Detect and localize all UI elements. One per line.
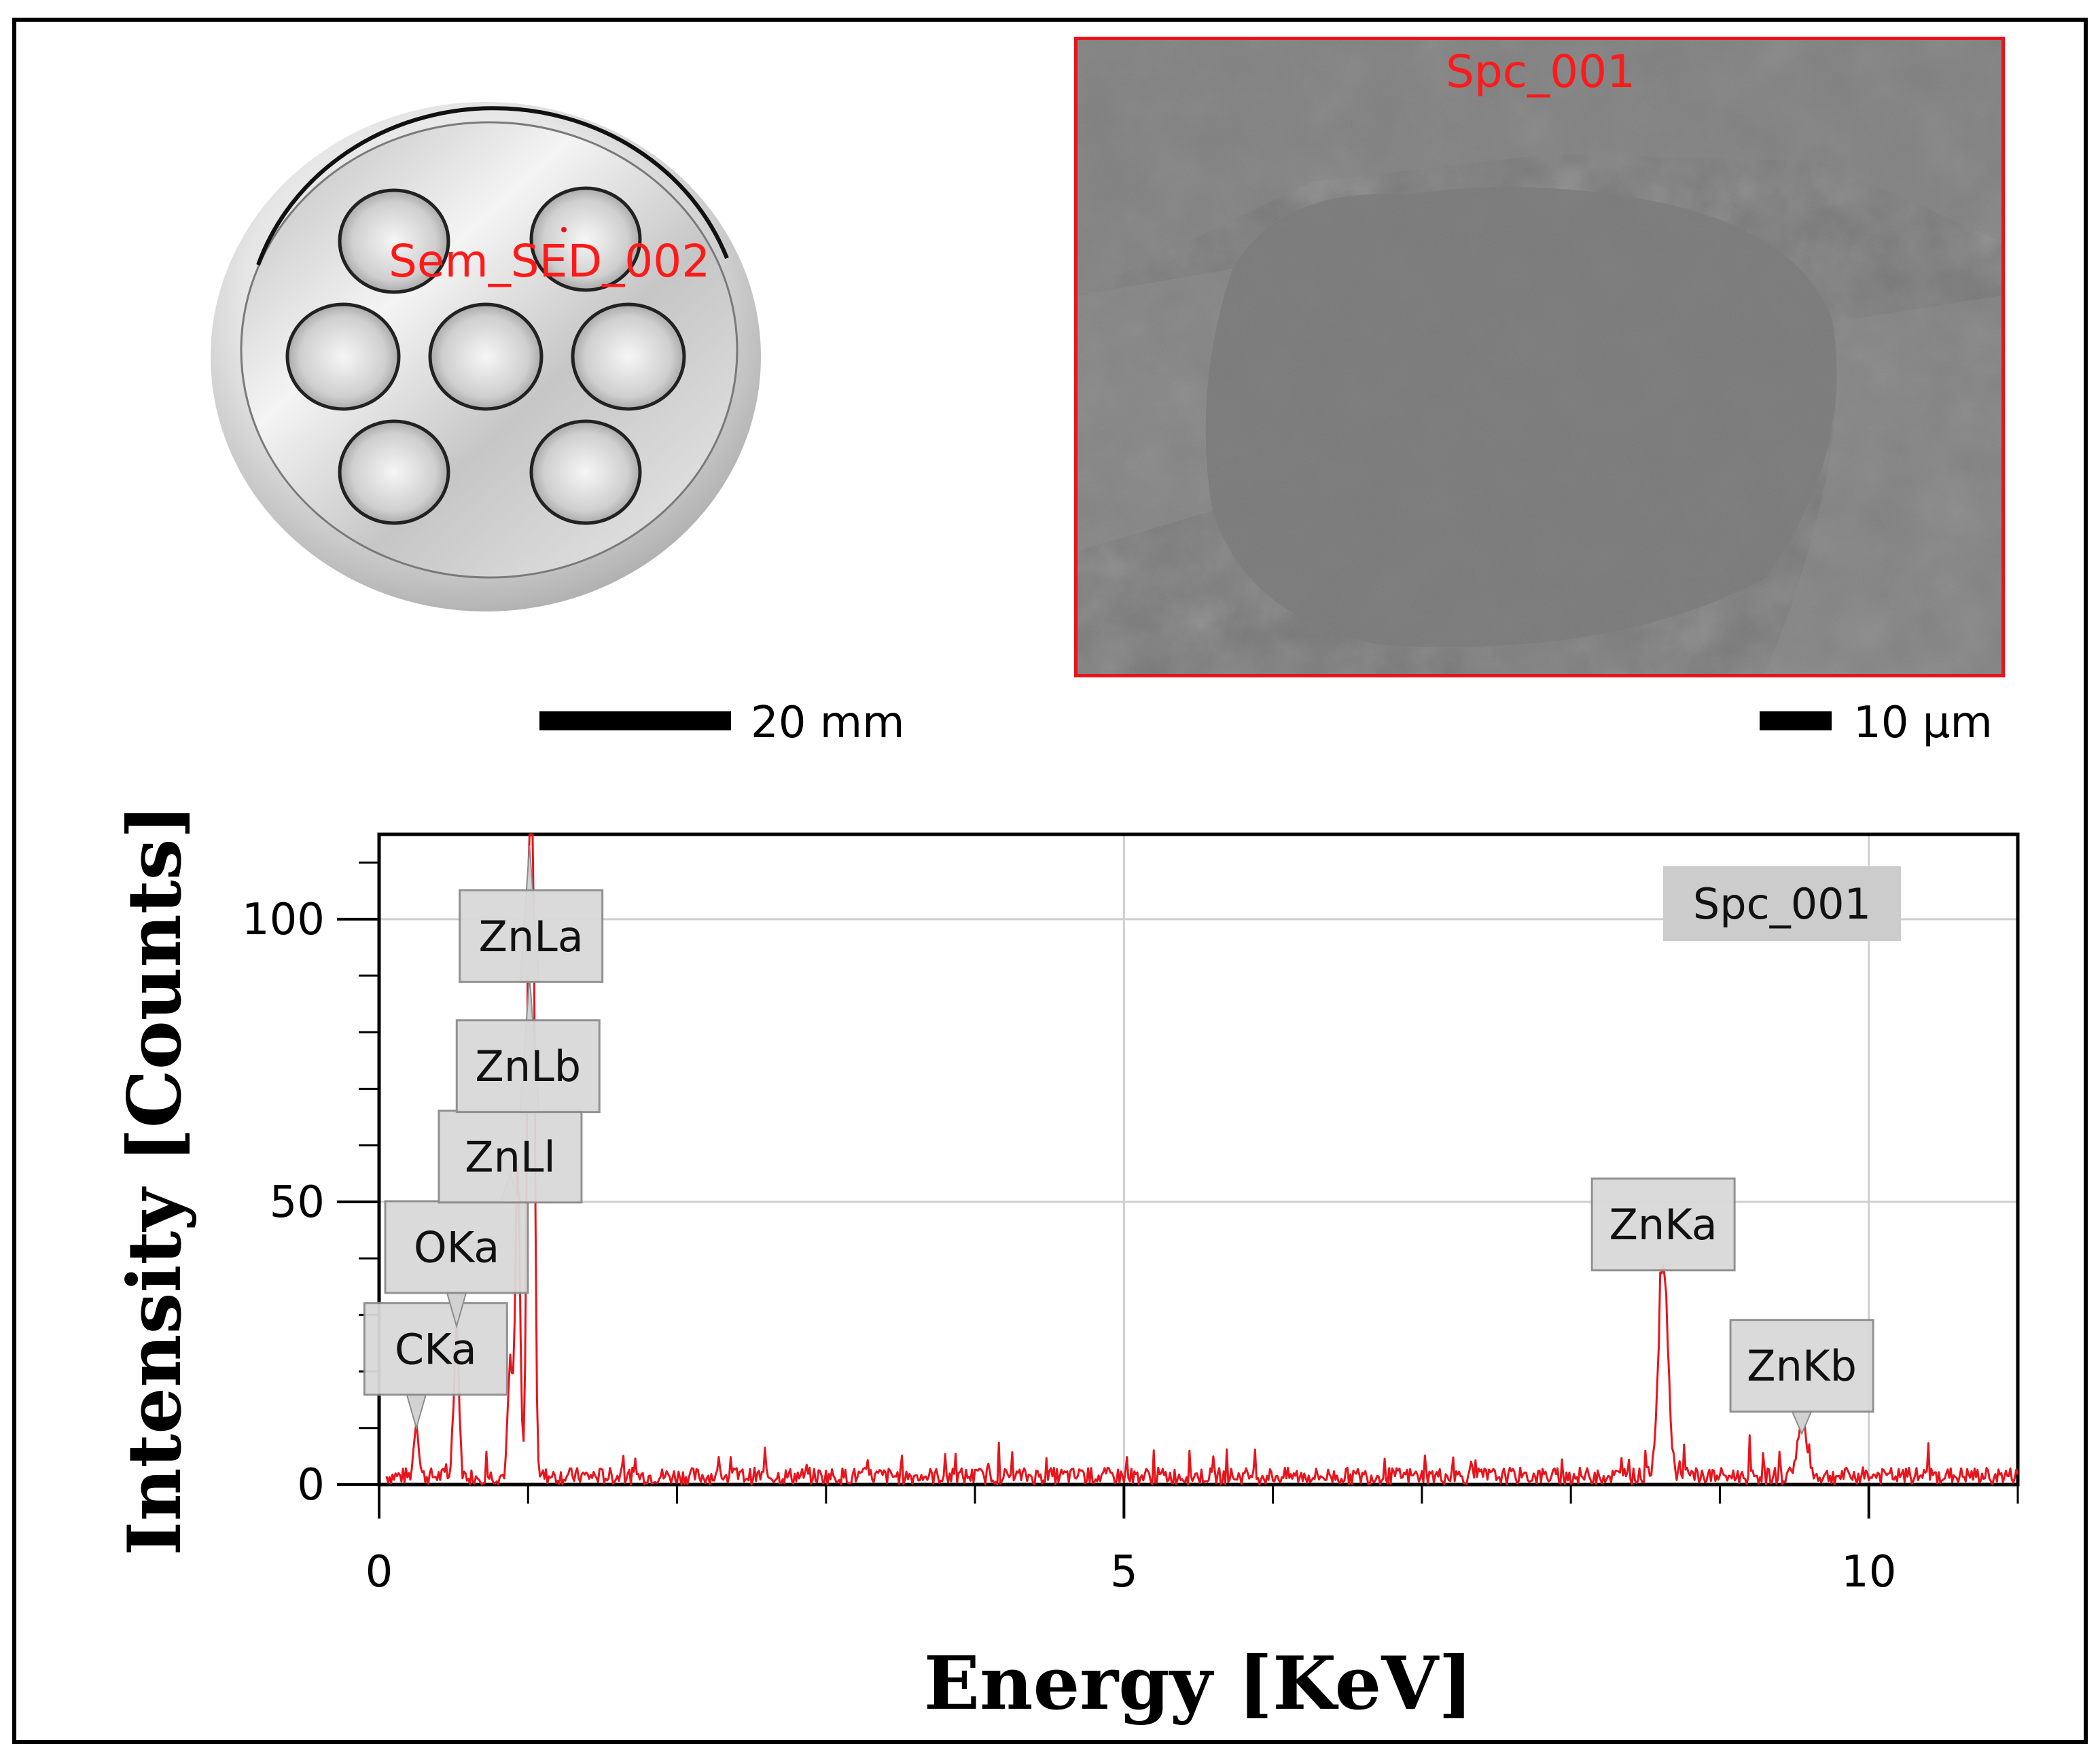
sem-image: [1078, 40, 2001, 674]
peak-label-cka: CKa: [363, 1302, 508, 1431]
stub: [529, 186, 642, 292]
peak-label-box: [459, 889, 604, 983]
peak-label-znlb: ZnLb: [455, 975, 601, 1114]
axis-ticks: [337, 862, 2019, 1519]
peak-label-text: ZnLl: [465, 1132, 556, 1182]
stub: [285, 302, 401, 411]
scale-text-right: 10 µm: [1853, 698, 1993, 748]
peak-label-text: ZnKa: [1609, 1200, 1717, 1249]
legend-box: [1663, 866, 1901, 941]
y-tick-label: 50: [270, 1177, 325, 1228]
peak-label-text: CKa: [395, 1324, 477, 1374]
spectrum-line: [385, 833, 2019, 1486]
stub: [571, 302, 686, 411]
legend: Spc_001: [1663, 866, 1901, 941]
peak-pointer: [1791, 1410, 1813, 1436]
peak-label-box: [363, 1302, 508, 1396]
stub: [338, 419, 450, 525]
peak-label-znkb: ZnKb: [1729, 1319, 1874, 1436]
peak-pointer: [406, 1394, 427, 1431]
peak-label-znka: ZnKa: [1590, 1177, 1736, 1272]
scale-bar-right: [1760, 711, 1832, 730]
peak-label-box: [1590, 1177, 1736, 1272]
peak-label-oka: OKa: [384, 1200, 529, 1329]
stub: [529, 419, 642, 525]
legend-entry: Spc_001: [1693, 879, 1871, 929]
peak-label-text: ZnLb: [475, 1042, 581, 1091]
stub: [428, 302, 544, 411]
stage-marker: [561, 227, 567, 232]
peak-label-znla: ZnLa: [459, 845, 604, 983]
sem-label: Spc_001: [1446, 46, 1636, 98]
peak-annotations: CKa OKa ZnLl ZnLb ZnLa ZnKa ZnKb: [363, 845, 1874, 1436]
y-axis-title: Intensity [Counts]: [112, 804, 198, 1555]
peak-label-znll: ZnLl: [438, 1110, 583, 1204]
y-tick-label: 100: [242, 895, 325, 945]
holder-edge: [256, 106, 729, 266]
peak-label-box: [455, 1019, 601, 1114]
peak-label-box: [1729, 1319, 1874, 1413]
scale-bar-left: [539, 711, 731, 730]
peak-label-text: ZnKb: [1747, 1341, 1857, 1391]
figure-frame: [12, 18, 2088, 1744]
x-tick-label: 0: [366, 1547, 393, 1597]
peak-label-box: [384, 1200, 529, 1294]
x-axis-title: Energy [KeV]: [924, 1641, 1474, 1726]
peak-label-text: ZnLa: [479, 912, 584, 961]
peak-label-box: [438, 1110, 583, 1204]
x-tick-label: 10: [1841, 1547, 1896, 1597]
holder-label: Sem_SED_002: [389, 235, 711, 287]
plot-area: [377, 832, 2020, 1487]
stub-group: [285, 186, 686, 525]
stub: [338, 188, 450, 294]
x-tick-label: 5: [1110, 1547, 1138, 1597]
scale-text-left: 20 mm: [751, 698, 905, 748]
peak-label-text: OKa: [414, 1222, 499, 1272]
sample-holder-illustration: [211, 102, 761, 611]
y-tick-label: 0: [297, 1460, 325, 1510]
sem-micrograph: Spc_001: [1074, 37, 2005, 677]
